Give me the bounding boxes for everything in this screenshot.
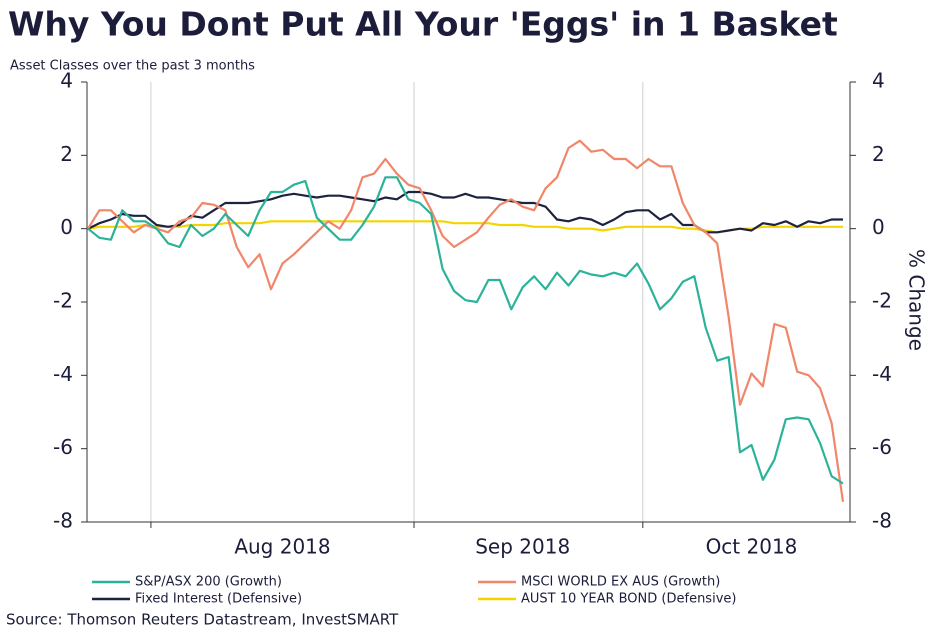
legend-label: MSCI WORLD EX AUS (Growth) xyxy=(521,575,720,590)
y2-tick-label: 4 xyxy=(872,69,885,93)
y-tick-label: -4 xyxy=(53,362,73,386)
series-line xyxy=(87,139,845,502)
legend-label: Fixed Interest (Defensive) xyxy=(135,592,302,607)
source-note: Source: Thomson Reuters Datastream, Inve… xyxy=(6,611,399,629)
y2-tick-label: -4 xyxy=(872,362,892,386)
y-tick-label: -6 xyxy=(53,435,73,459)
y2-tick-label: -2 xyxy=(872,289,892,313)
chart-title: Why You Dont Put All Your 'Eggs' in 1 Ba… xyxy=(8,5,838,44)
chart-subtitle: Asset Classes over the past 3 months xyxy=(10,59,255,74)
legend-label: AUST 10 YEAR BOND (Defensive) xyxy=(521,592,736,607)
y2-axis-label: % Change xyxy=(905,249,929,351)
y2-tick-label: 2 xyxy=(872,142,885,166)
x-tick-label: Aug 2018 xyxy=(234,535,330,559)
y-tick-label: 4 xyxy=(60,69,73,93)
y-tick-label: -2 xyxy=(53,289,73,313)
x-tick-label: Sep 2018 xyxy=(475,535,570,559)
legend-label: S&P/ASX 200 (Growth) xyxy=(135,575,282,590)
x-tick-label: Oct 2018 xyxy=(706,535,798,559)
y2-tick-label: -8 xyxy=(872,509,892,533)
series-line xyxy=(87,176,844,485)
y-tick-label: 0 xyxy=(60,215,73,239)
y2-tick-label: 0 xyxy=(872,215,885,239)
series-line xyxy=(87,190,843,234)
y-tick-label: 2 xyxy=(60,142,73,166)
y-tick-label: -8 xyxy=(53,509,73,533)
y2-tick-label: -6 xyxy=(872,435,892,459)
